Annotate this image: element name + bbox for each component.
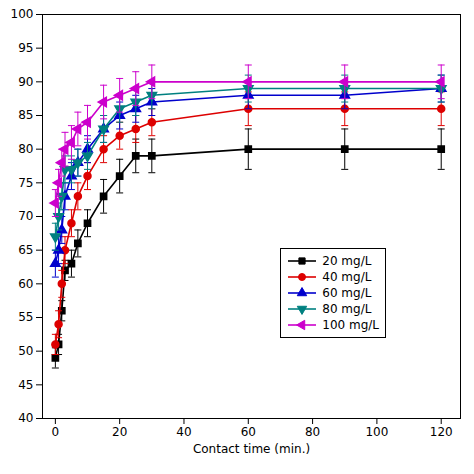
svg-text:0: 0 — [52, 425, 60, 439]
svg-text:40: 40 — [18, 411, 33, 425]
svg-text:60: 60 — [18, 277, 33, 291]
html-text:20 mg/L: 20 mg/L — [322, 254, 372, 269]
svg-text:80: 80 — [18, 142, 33, 156]
svg-text:65: 65 — [18, 243, 33, 257]
html-text:60 mg/L: 60 mg/L — [322, 286, 372, 301]
svg-text:40: 40 — [176, 425, 191, 439]
svg-text:100: 100 — [11, 7, 34, 21]
svg-text:Contact time (min.): Contact time (min.) — [193, 442, 310, 456]
svg-text:120: 120 — [430, 425, 453, 439]
svg-text:100: 100 — [365, 425, 388, 439]
svg-text:50: 50 — [18, 344, 33, 358]
svg-text:75: 75 — [18, 176, 33, 190]
svg-text:85: 85 — [18, 108, 33, 122]
svg-text:95: 95 — [18, 41, 33, 55]
svg-text:20: 20 — [112, 425, 127, 439]
svg-text:55: 55 — [18, 310, 33, 324]
html-text:100 mg/L: 100 mg/L — [322, 318, 379, 333]
svg-text:70: 70 — [18, 209, 33, 223]
svg-text:45: 45 — [18, 378, 33, 392]
html-text:40 mg/L: 40 mg/L — [322, 270, 372, 285]
html-text:80 mg/L: 80 mg/L — [322, 302, 372, 317]
svg-text:80: 80 — [305, 425, 320, 439]
svg-text:90: 90 — [18, 75, 33, 89]
svg-text:60: 60 — [241, 425, 256, 439]
